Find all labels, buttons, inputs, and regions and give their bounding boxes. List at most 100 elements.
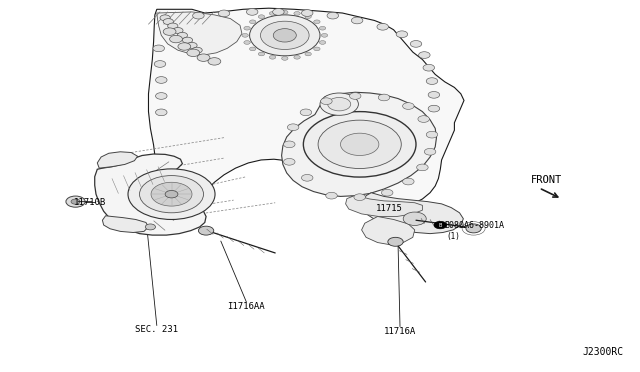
Circle shape xyxy=(192,47,202,53)
Circle shape xyxy=(320,93,358,115)
Circle shape xyxy=(218,10,230,17)
Circle shape xyxy=(403,103,414,109)
Text: 11716A: 11716A xyxy=(384,327,416,336)
Circle shape xyxy=(244,41,250,44)
Circle shape xyxy=(349,93,361,99)
Circle shape xyxy=(351,17,363,24)
Circle shape xyxy=(354,194,365,201)
Circle shape xyxy=(198,226,214,235)
Circle shape xyxy=(156,93,167,99)
Circle shape xyxy=(423,64,435,71)
Circle shape xyxy=(153,45,164,52)
Circle shape xyxy=(403,212,426,225)
Circle shape xyxy=(156,77,167,83)
Circle shape xyxy=(326,192,337,199)
Circle shape xyxy=(328,97,351,111)
Circle shape xyxy=(140,176,204,213)
Circle shape xyxy=(388,237,403,246)
Circle shape xyxy=(197,54,210,61)
Circle shape xyxy=(321,98,332,105)
Circle shape xyxy=(151,182,192,206)
Circle shape xyxy=(318,120,401,169)
Circle shape xyxy=(260,21,309,49)
Circle shape xyxy=(305,15,311,19)
Circle shape xyxy=(182,37,193,43)
Circle shape xyxy=(381,189,393,196)
Circle shape xyxy=(259,15,265,19)
Circle shape xyxy=(66,196,85,207)
Circle shape xyxy=(434,221,447,229)
Circle shape xyxy=(300,109,312,116)
Circle shape xyxy=(168,23,178,29)
Circle shape xyxy=(259,52,265,56)
Circle shape xyxy=(284,158,295,165)
Circle shape xyxy=(246,9,258,15)
Circle shape xyxy=(417,164,428,171)
Circle shape xyxy=(301,10,313,16)
Polygon shape xyxy=(148,8,464,220)
Polygon shape xyxy=(97,152,138,168)
Circle shape xyxy=(419,52,430,58)
Circle shape xyxy=(426,78,438,84)
Circle shape xyxy=(273,29,296,42)
Circle shape xyxy=(327,12,339,19)
Polygon shape xyxy=(362,217,415,245)
Circle shape xyxy=(378,94,390,101)
Circle shape xyxy=(282,57,288,60)
Circle shape xyxy=(403,178,414,185)
Circle shape xyxy=(301,174,313,181)
Text: B080A6-8901A: B080A6-8901A xyxy=(445,221,505,230)
Circle shape xyxy=(173,28,183,33)
Text: 11710B: 11710B xyxy=(74,198,106,207)
Circle shape xyxy=(154,61,166,67)
Circle shape xyxy=(269,55,276,59)
Circle shape xyxy=(160,15,170,21)
Text: 11715: 11715 xyxy=(376,204,403,213)
Circle shape xyxy=(287,124,299,131)
Circle shape xyxy=(170,35,182,43)
Circle shape xyxy=(273,9,284,15)
Circle shape xyxy=(466,224,481,233)
Polygon shape xyxy=(95,154,206,235)
Circle shape xyxy=(426,131,438,138)
Circle shape xyxy=(165,190,178,198)
Circle shape xyxy=(187,42,197,48)
Polygon shape xyxy=(364,193,463,234)
Circle shape xyxy=(428,92,440,98)
Circle shape xyxy=(177,32,188,38)
Circle shape xyxy=(193,12,204,19)
Circle shape xyxy=(269,12,276,15)
Circle shape xyxy=(314,20,320,24)
Polygon shape xyxy=(282,92,436,196)
Circle shape xyxy=(319,41,326,44)
Circle shape xyxy=(319,26,326,30)
Circle shape xyxy=(244,26,250,30)
Text: B: B xyxy=(438,222,442,228)
Polygon shape xyxy=(346,195,422,217)
Text: FRONT: FRONT xyxy=(531,176,563,185)
Circle shape xyxy=(340,133,379,155)
Circle shape xyxy=(314,47,320,51)
Circle shape xyxy=(284,141,295,148)
Circle shape xyxy=(128,169,215,219)
Polygon shape xyxy=(102,216,148,232)
Circle shape xyxy=(377,23,388,30)
Circle shape xyxy=(156,109,167,116)
Circle shape xyxy=(418,116,429,122)
Circle shape xyxy=(208,58,221,65)
Circle shape xyxy=(282,10,288,14)
Circle shape xyxy=(163,28,176,35)
Text: J2300RC: J2300RC xyxy=(583,347,624,356)
Circle shape xyxy=(294,12,300,15)
Circle shape xyxy=(305,52,311,56)
Circle shape xyxy=(321,33,328,37)
Circle shape xyxy=(71,199,80,204)
Text: (1): (1) xyxy=(447,232,461,241)
Circle shape xyxy=(250,47,256,51)
Circle shape xyxy=(187,49,200,57)
Circle shape xyxy=(428,105,440,112)
Text: I1716AA: I1716AA xyxy=(228,302,265,311)
Circle shape xyxy=(242,33,248,37)
Circle shape xyxy=(250,15,320,56)
Circle shape xyxy=(410,41,422,47)
